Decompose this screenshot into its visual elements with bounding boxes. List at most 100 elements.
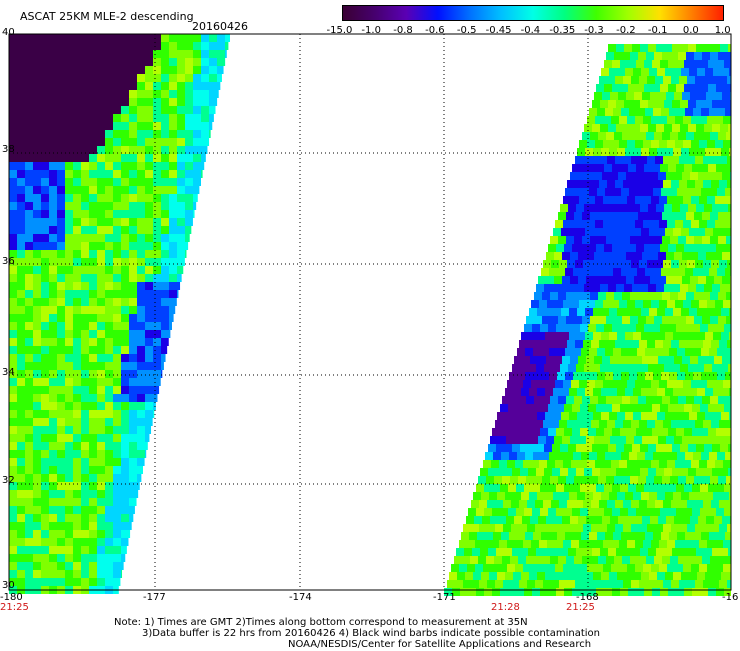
swath-cell: [639, 156, 647, 164]
swath-cell: [9, 538, 17, 546]
swath-cell: [561, 412, 569, 420]
swath-cell: [695, 76, 703, 84]
swath-cell: [153, 34, 161, 42]
swath-cell: [617, 572, 625, 580]
swath-cell: [9, 170, 17, 178]
swath-cell: [529, 572, 537, 580]
swath-cell: [648, 100, 656, 108]
swath-cell: [562, 356, 570, 364]
swath-cell: [522, 516, 530, 524]
swath-cell: [578, 172, 586, 180]
swath-cell: [97, 194, 105, 202]
swath-cell: [685, 372, 693, 380]
swath-cell: [89, 138, 97, 146]
swath-cell: [9, 130, 17, 138]
swath-cell: [17, 514, 25, 522]
swath-cell: [177, 226, 185, 234]
swath-cell: [633, 412, 641, 420]
swath-cell: [113, 466, 121, 474]
swath-cell: [722, 436, 730, 444]
swath-cell: [643, 196, 651, 204]
swath-cell: [153, 338, 161, 346]
swath-cell: [658, 436, 666, 444]
swath-cell: [725, 452, 731, 460]
swath-cell: [646, 236, 654, 244]
swath-cell: [81, 82, 89, 90]
swath-cell: [113, 298, 121, 306]
swath-cell: [9, 402, 17, 410]
swath-cell: [599, 420, 607, 428]
swath-cell: [81, 266, 89, 274]
swath-cell: [25, 522, 33, 530]
swath-cell: [137, 306, 145, 314]
swath-cell: [614, 316, 622, 324]
swath-cell: [618, 92, 626, 100]
swath-cell: [702, 52, 710, 60]
swath-cell: [49, 122, 57, 130]
swath-cell: [97, 234, 105, 242]
swath-cell: [145, 250, 153, 258]
swath-cell: [57, 434, 65, 442]
swath-cell: [596, 508, 604, 516]
swath-cell: [161, 346, 167, 354]
swath-cell: [25, 562, 33, 570]
swath-cell: [129, 82, 137, 90]
swath-cell: [606, 52, 614, 60]
swath-cell: [161, 178, 169, 186]
swath-cell: [145, 434, 149, 442]
swath-cell: [9, 234, 17, 242]
swath-cell: [57, 458, 65, 466]
swath-cell: [637, 348, 645, 356]
swath-cell: [97, 530, 105, 538]
swath-cell: [626, 516, 634, 524]
swath-cell: [610, 172, 618, 180]
swath-cell: [673, 412, 681, 420]
swath-cell: [660, 484, 668, 492]
swath-cell: [705, 572, 713, 580]
swath-cell: [512, 364, 520, 372]
swath-cell: [121, 546, 127, 554]
swath-cell: [605, 348, 613, 356]
swath-cell: [558, 316, 566, 324]
swath-cell: [73, 378, 81, 386]
swath-cell: [113, 210, 121, 218]
swath-cell: [556, 404, 564, 412]
swath-cell: [553, 388, 561, 396]
swath-cell: [9, 154, 17, 162]
swath-cell: [539, 540, 547, 548]
swath-cell: [129, 386, 137, 394]
swath-cell: [121, 570, 122, 578]
swath-cell: [145, 130, 153, 138]
swath-cell: [49, 498, 57, 506]
lat-label-30: 30: [2, 580, 15, 591]
swath-cell: [17, 66, 25, 74]
swath-cell: [649, 388, 657, 396]
swath-cell: [606, 316, 614, 324]
swath-cell: [25, 426, 33, 434]
swath-cell: [702, 132, 710, 140]
swath-cell: [97, 82, 105, 90]
swath-cell: [17, 450, 25, 458]
swath-cell: [9, 530, 17, 538]
swath-cell: [577, 228, 585, 236]
swath-cell: [89, 226, 97, 234]
swath-cell: [665, 492, 673, 500]
swath-cell: [25, 338, 33, 346]
swath-cell: [689, 148, 697, 156]
swath-cell: [97, 458, 105, 466]
swath-cell: [638, 52, 646, 60]
swath-cell: [49, 530, 57, 538]
swath-cell: [105, 386, 113, 394]
swath-cell: [121, 362, 129, 370]
swath-cell: [177, 34, 185, 42]
swath-cell: [688, 284, 696, 292]
swath-cell: [648, 284, 656, 292]
swath-cell: [712, 204, 720, 212]
swath-cell: [668, 324, 676, 332]
swath-cell: [597, 188, 605, 196]
swath-cell: [463, 524, 471, 532]
swath-cell: [25, 322, 33, 330]
swath-cell: [609, 332, 617, 340]
swath-cell: [121, 466, 129, 474]
swath-cell: [121, 394, 129, 402]
